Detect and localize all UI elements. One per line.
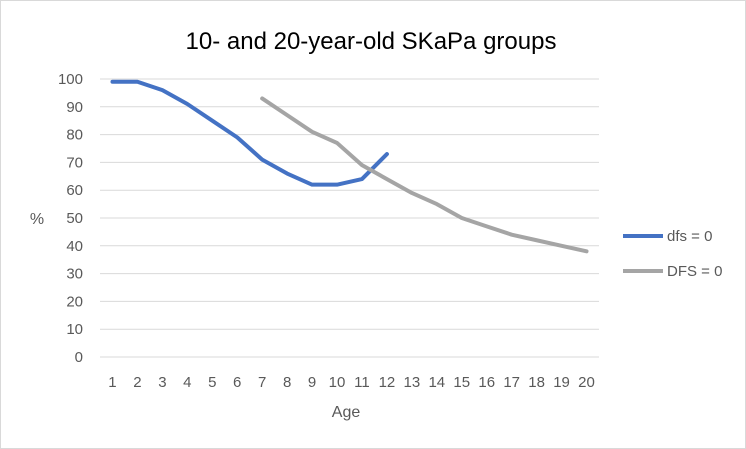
series-line-1 (110, 79, 389, 187)
y-tick-label: 50 (66, 210, 83, 227)
x-tick-label: 10 (329, 374, 346, 391)
x-tick-label: 20 (578, 374, 595, 391)
x-axis-label: Age (332, 404, 361, 421)
x-tick-label: 14 (428, 374, 445, 391)
y-tick-label: 10 (66, 321, 83, 338)
x-tick-label: 13 (404, 374, 421, 391)
y-tick-label: 100 (58, 71, 83, 88)
legend: dfs = 0 DFS = 0 (623, 228, 722, 280)
x-tick-label: 19 (553, 374, 570, 391)
x-tick-label: 8 (283, 374, 291, 391)
x-tick-label: 1 (108, 374, 116, 391)
x-tick-label: 7 (258, 374, 266, 391)
chart-title: 10- and 20-year-old SKaPa groups (186, 28, 557, 55)
x-tick-label: 5 (208, 374, 216, 391)
x-tick-label: 16 (478, 374, 495, 391)
legend-label: dfs = 0 (667, 228, 712, 245)
x-tick-label: 4 (183, 374, 191, 391)
legend-label: DFS = 0 (667, 263, 722, 280)
y-tick-label: 70 (66, 154, 83, 171)
x-tick-label: 12 (379, 374, 396, 391)
y-tick-label: 90 (66, 99, 83, 116)
series-line-2 (260, 96, 589, 254)
y-axis-label: % (30, 211, 44, 228)
y-tick-label: 80 (66, 127, 83, 144)
y-tick-label: 20 (66, 293, 83, 310)
x-tick-label: 9 (308, 374, 316, 391)
series-lines (110, 79, 589, 254)
y-tick-label: 30 (66, 266, 83, 283)
y-tick-labels: 0 10 20 30 40 50 60 70 80 90 100 (58, 71, 83, 366)
x-tick-label: 15 (453, 374, 470, 391)
x-tick-label: 18 (528, 374, 545, 391)
x-tick-label: 11 (354, 374, 370, 391)
x-tick-label: 6 (233, 374, 241, 391)
x-tick-label: 2 (133, 374, 141, 391)
x-tick-label: 17 (503, 374, 520, 391)
y-tick-label: 60 (66, 182, 83, 199)
x-tick-labels: 1 2 3 4 5 6 7 8 9 10 11 12 13 14 15 16 17 18 19 20 (108, 374, 595, 391)
y-tick-label: 0 (75, 349, 83, 366)
y-tick-label: 40 (66, 238, 83, 255)
x-tick-label: 3 (158, 374, 166, 391)
gridlines (100, 78, 599, 358)
